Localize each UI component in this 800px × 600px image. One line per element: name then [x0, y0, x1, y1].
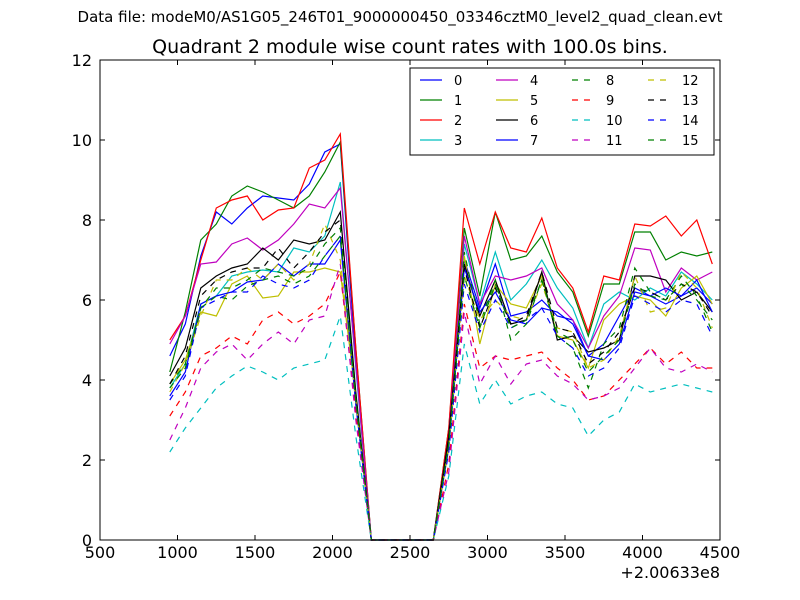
legend-label-0: 0 — [454, 74, 462, 89]
series-line-13 — [169, 218, 713, 541]
x-offset-label: +2.00633e8 — [620, 563, 720, 582]
x-tick-label: 1500 — [235, 543, 276, 562]
x-tick-label: 2500 — [390, 543, 431, 562]
legend-label-11: 11 — [606, 134, 623, 149]
legend-label-14: 14 — [682, 114, 699, 129]
y-tick-label: 2 — [82, 451, 92, 470]
legend-label-2: 2 — [454, 114, 462, 129]
legend-label-12: 12 — [682, 74, 699, 89]
series-line-15 — [169, 226, 713, 541]
figure-suptitle: Data file: modeM0/AS1G05_246T01_90000004… — [77, 8, 723, 26]
legend-label-3: 3 — [454, 134, 462, 149]
legend-label-10: 10 — [606, 114, 623, 129]
legend-label-6: 6 — [530, 114, 538, 129]
y-tick-label: 6 — [82, 291, 92, 310]
x-tick-label: 4500 — [700, 543, 741, 562]
y-tick-label: 12 — [72, 51, 92, 70]
chart-title: Quadrant 2 module wise count rates with … — [152, 36, 668, 58]
series-line-9 — [169, 269, 713, 541]
y-tick-label: 8 — [82, 211, 92, 230]
series-line-2 — [169, 132, 713, 541]
y-tick-label: 4 — [82, 371, 92, 390]
x-tick-label: 3000 — [467, 543, 508, 562]
series-line-10 — [169, 315, 713, 541]
legend-label-7: 7 — [530, 134, 538, 149]
series-line-14 — [169, 234, 713, 541]
x-axis: 500 1000 1500 2000 2500 3000 3500 4000 4500 — [85, 60, 741, 562]
x-tick-label: 1000 — [157, 543, 198, 562]
plot-lines — [169, 132, 713, 541]
legend-label-5: 5 — [530, 94, 538, 109]
legend-label-4: 4 — [530, 74, 538, 89]
series-line-11 — [169, 263, 713, 541]
legend-label-1: 1 — [454, 94, 462, 109]
x-tick-label: 3500 — [545, 543, 586, 562]
legend-label-9: 9 — [606, 94, 614, 109]
y-tick-label: 0 — [82, 531, 92, 550]
x-tick-label: 500 — [85, 543, 116, 562]
y-tick-label: 10 — [72, 131, 92, 150]
x-tick-label: 2000 — [312, 543, 353, 562]
legend-label-13: 13 — [682, 94, 699, 109]
legend-label-8: 8 — [606, 74, 614, 89]
x-tick-label: 4000 — [622, 543, 663, 562]
legend-label-15: 15 — [682, 134, 699, 149]
series-line-12 — [169, 222, 713, 541]
